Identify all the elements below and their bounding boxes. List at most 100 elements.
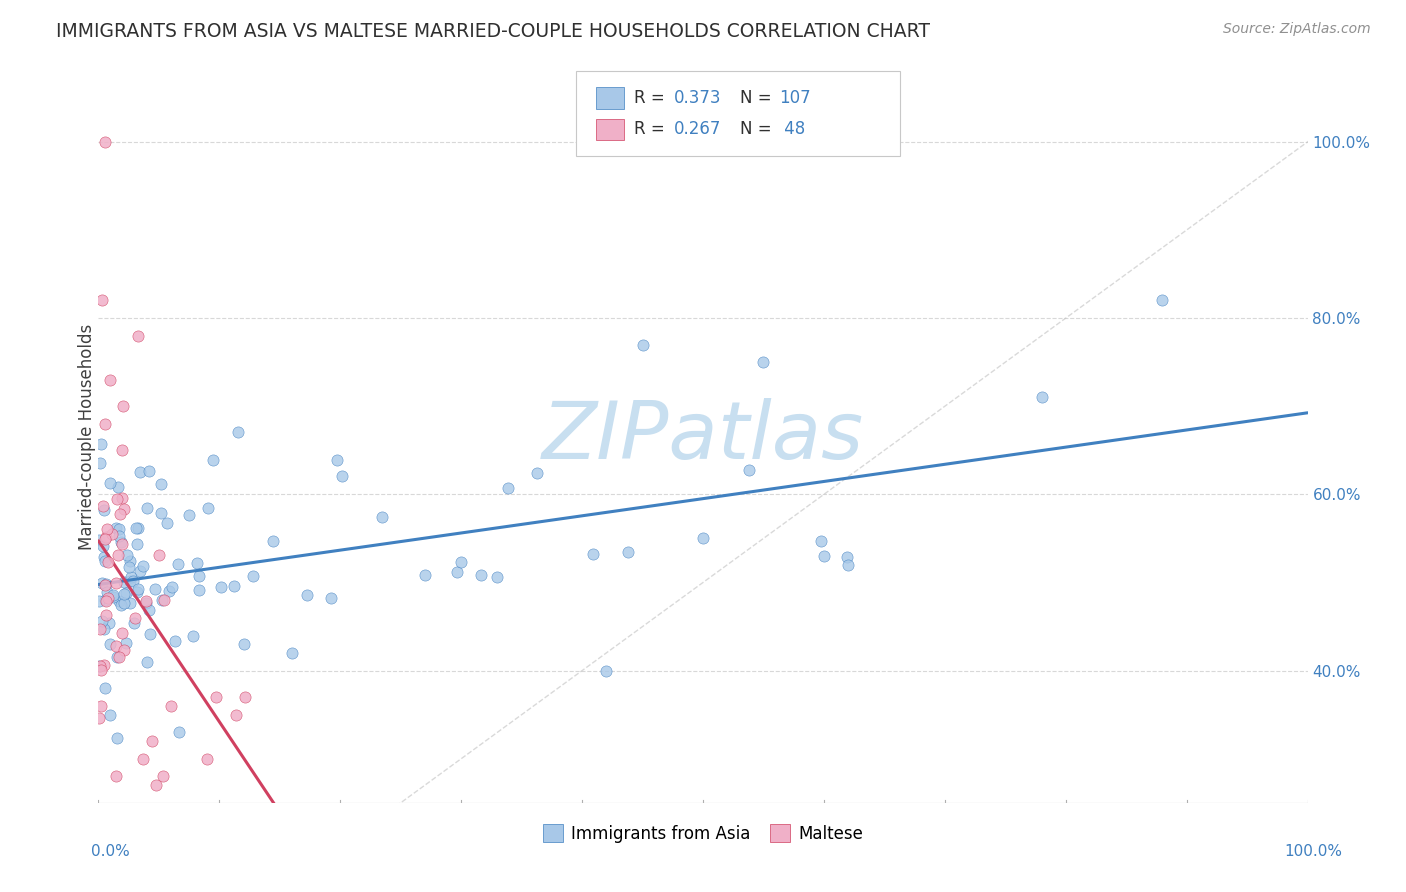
Text: 100.0%: 100.0% <box>1285 845 1343 859</box>
Text: Source: ZipAtlas.com: Source: ZipAtlas.com <box>1223 22 1371 37</box>
Point <box>94 577 117 591</box>
Point <box>141 734 163 748</box>
Point <box>120 553 142 567</box>
Text: 48: 48 <box>779 120 806 138</box>
Text: IMMIGRANTS FROM ASIA VS MALTESE MARRIED-COUPLE HOUSEHOLDS CORRELATION CHART: IMMIGRANTS FROM ASIA VS MALTESE MARRIED-… <box>56 22 931 41</box>
Point <box>94 593 117 607</box>
Point <box>752 355 775 369</box>
Point <box>127 328 149 343</box>
Point <box>110 536 132 550</box>
Point <box>96 607 118 622</box>
Point <box>470 567 492 582</box>
Point <box>136 500 159 515</box>
Point <box>160 698 183 713</box>
Point <box>87 533 110 548</box>
Point <box>96 585 118 599</box>
Point <box>150 593 173 607</box>
Point <box>617 545 640 559</box>
Point <box>122 616 145 631</box>
Point <box>810 534 832 549</box>
Point <box>97 591 120 606</box>
Point <box>101 527 124 541</box>
Point <box>150 476 173 491</box>
Point <box>139 627 162 641</box>
Point <box>120 570 142 584</box>
Point <box>105 575 128 590</box>
Text: R =: R = <box>634 120 671 138</box>
Point <box>112 575 135 590</box>
Point <box>90 293 112 308</box>
Point <box>121 574 143 588</box>
Point <box>295 588 318 602</box>
Point <box>101 588 124 602</box>
Point <box>111 443 134 458</box>
Point <box>127 521 149 535</box>
Point <box>167 557 190 571</box>
Point <box>105 650 128 665</box>
Point <box>91 539 114 553</box>
Point <box>209 580 232 594</box>
Point <box>326 453 349 467</box>
Point <box>135 596 157 610</box>
Point <box>149 507 172 521</box>
Point <box>115 548 138 562</box>
Point <box>136 655 159 669</box>
Point <box>107 549 129 563</box>
Point <box>98 615 121 630</box>
Point <box>108 507 131 521</box>
Point <box>94 578 117 592</box>
Point <box>186 556 208 570</box>
Point <box>188 582 211 597</box>
Point <box>125 584 148 599</box>
Text: 0.0%: 0.0% <box>91 845 131 859</box>
Point <box>485 570 508 584</box>
Point <box>112 501 135 516</box>
Point <box>135 594 157 608</box>
Point <box>157 584 180 599</box>
Point <box>813 549 835 563</box>
Point <box>152 769 174 783</box>
Point <box>153 593 176 607</box>
Point <box>96 522 118 536</box>
Point <box>118 559 141 574</box>
Point <box>93 622 115 636</box>
Point <box>114 586 136 600</box>
Point <box>118 596 141 610</box>
Point <box>262 534 284 549</box>
Point <box>90 699 112 714</box>
Point <box>120 574 142 588</box>
Point <box>177 508 200 522</box>
Point <box>195 752 218 766</box>
Point <box>163 634 186 648</box>
Point <box>110 599 132 613</box>
Point <box>127 537 149 551</box>
Point <box>93 549 115 564</box>
Point <box>226 425 249 439</box>
Point <box>90 663 112 677</box>
Point <box>127 582 149 597</box>
Point <box>202 453 225 467</box>
Point <box>89 659 111 673</box>
Point <box>413 568 436 582</box>
Point <box>96 531 118 545</box>
Point <box>105 492 128 507</box>
Point <box>107 529 129 543</box>
Point <box>91 614 114 628</box>
Point <box>111 491 134 505</box>
Point <box>108 594 131 608</box>
Point <box>232 637 254 651</box>
Point <box>98 476 121 491</box>
Point <box>112 399 135 413</box>
Point <box>100 373 122 387</box>
Point <box>93 533 115 547</box>
Point <box>631 337 654 351</box>
Point <box>738 463 761 477</box>
Point <box>93 681 115 696</box>
Point <box>233 690 256 704</box>
Point <box>225 707 247 722</box>
Text: N =: N = <box>740 89 776 107</box>
Point <box>96 593 118 607</box>
Point <box>319 591 342 605</box>
Point <box>131 558 153 573</box>
Point <box>131 752 153 766</box>
